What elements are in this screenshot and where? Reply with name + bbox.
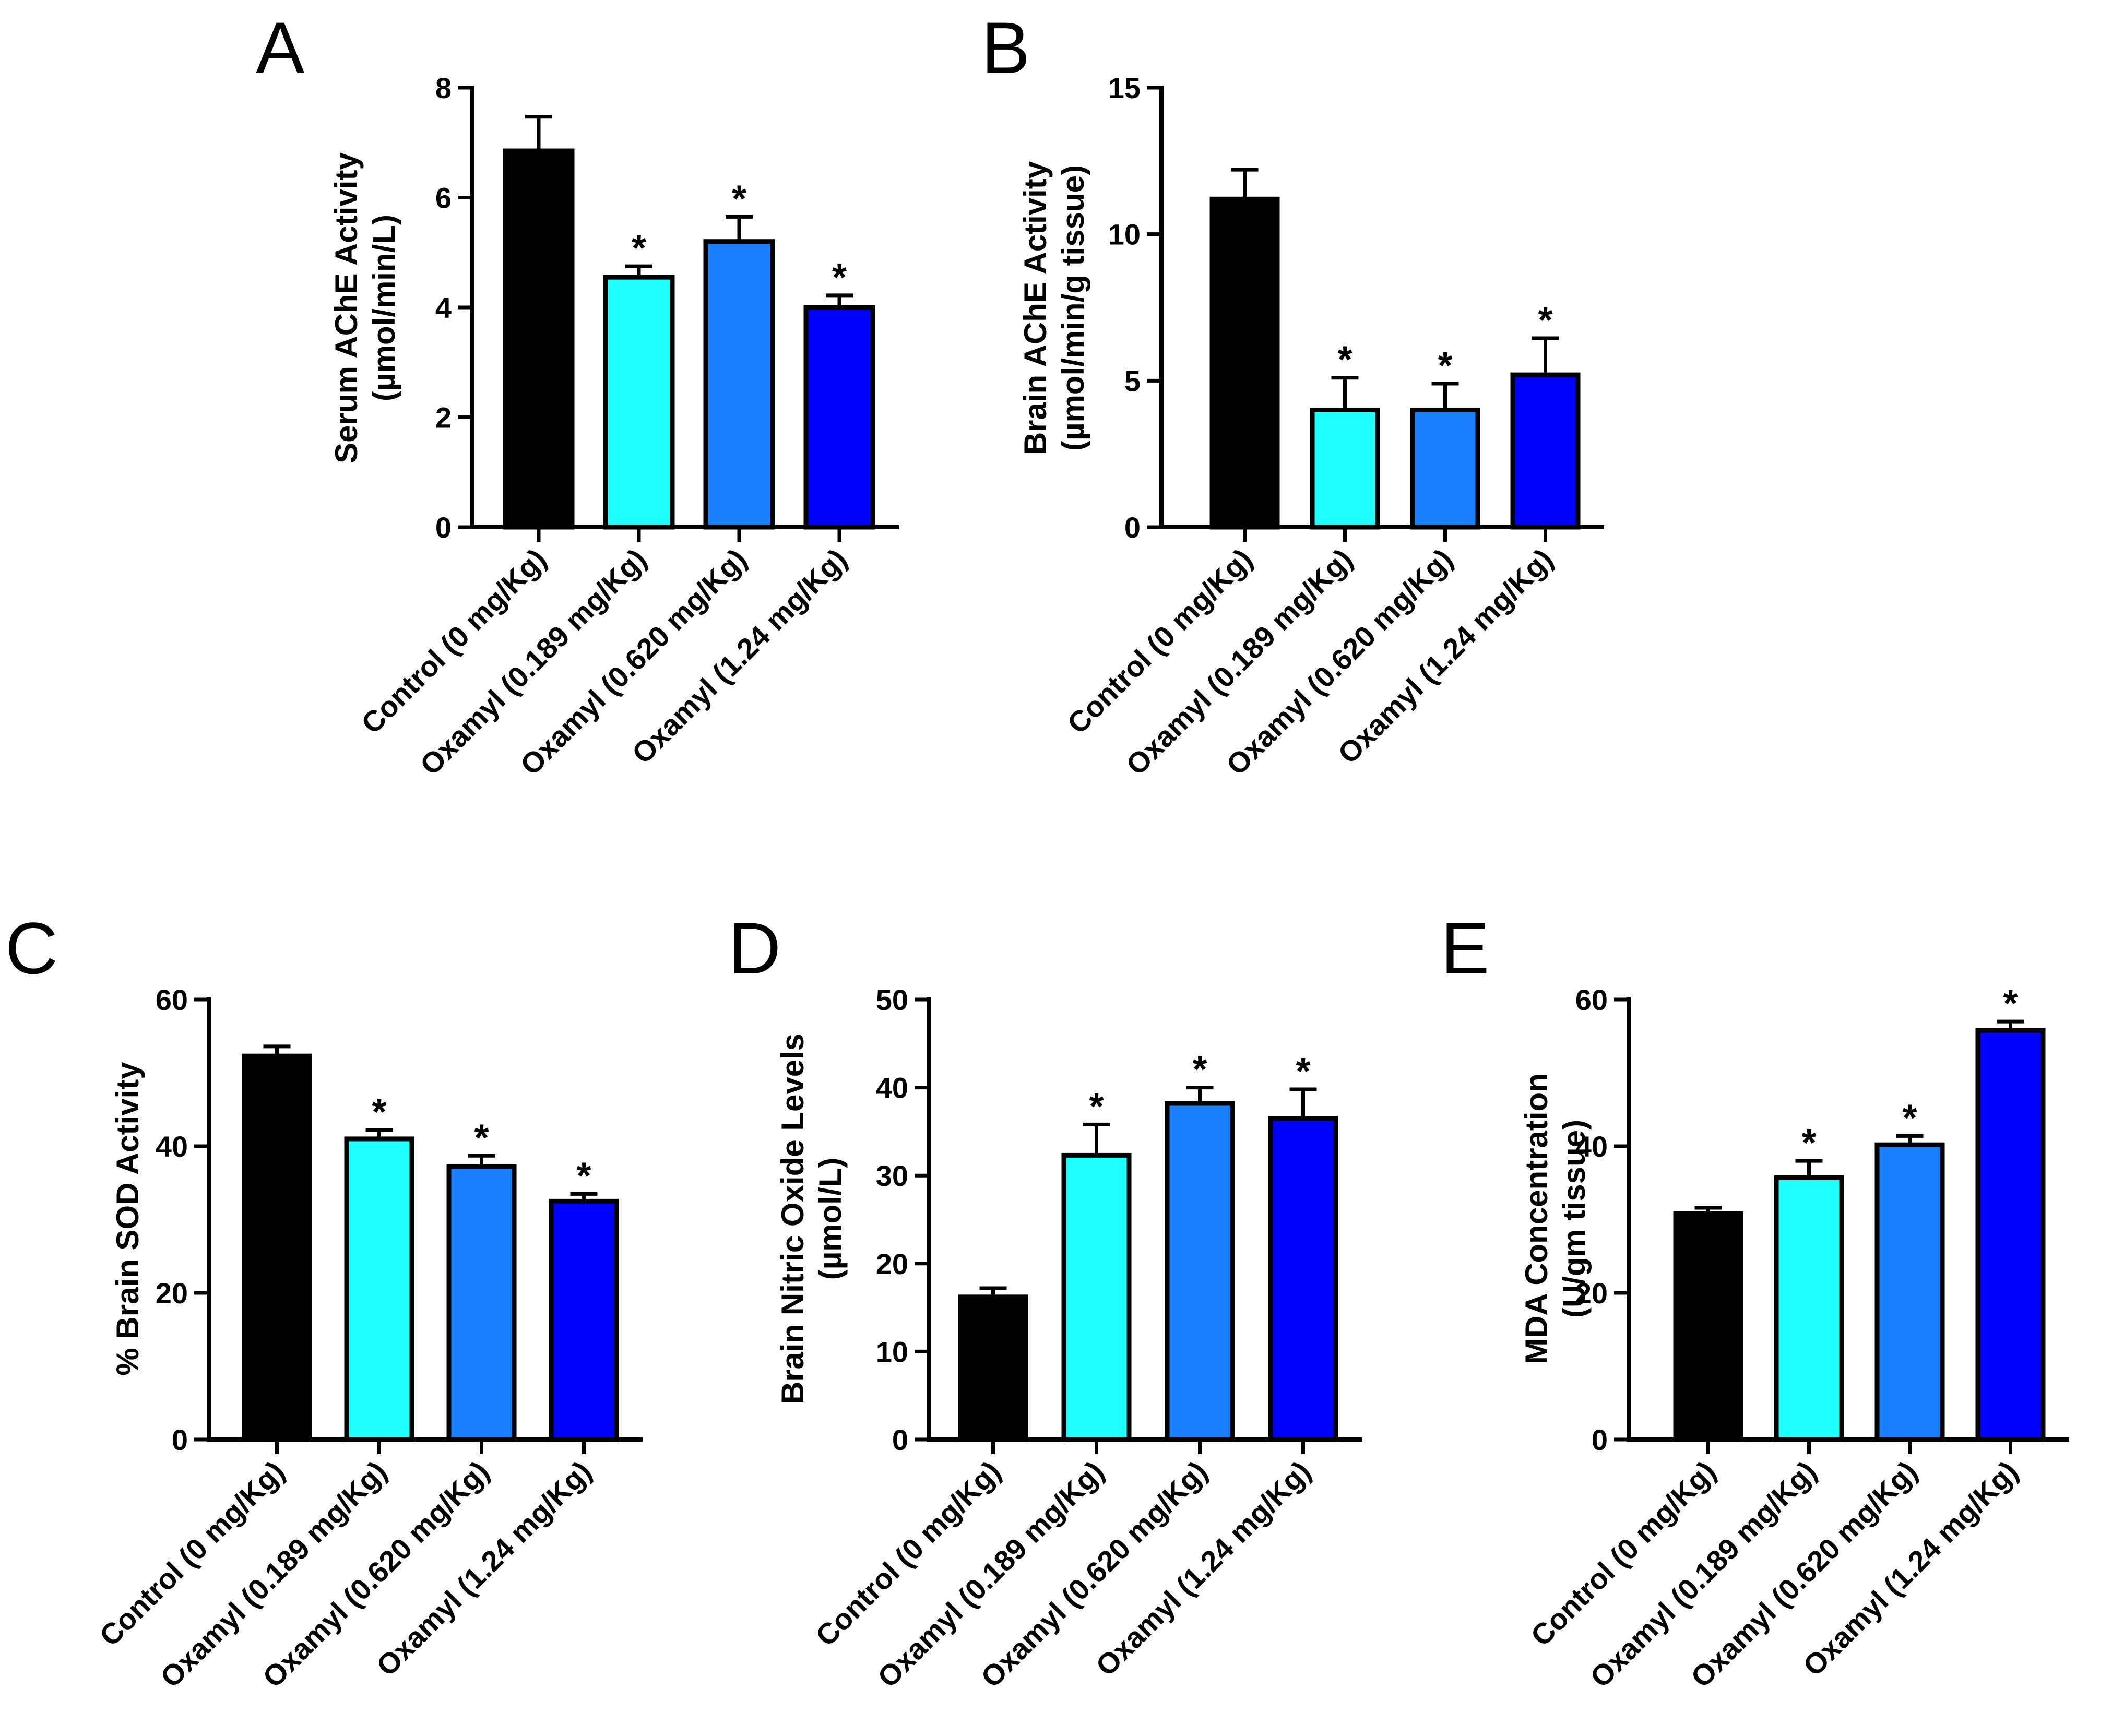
category-label: Control (0 mg/Kg) bbox=[1061, 542, 1259, 740]
bar bbox=[1510, 372, 1581, 530]
y-axis-title: (U/gm tissue) bbox=[1557, 1120, 1592, 1318]
bar bbox=[1268, 1116, 1338, 1442]
significance-marker: * bbox=[2003, 983, 2018, 1025]
panel-letter: E bbox=[1441, 907, 1489, 989]
bar bbox=[242, 1053, 312, 1442]
category-label: Control (0 mg/Kg) bbox=[1524, 1455, 1722, 1652]
y-axis-title: % Brain SOD Activity bbox=[110, 1062, 145, 1376]
significance-marker: * bbox=[632, 228, 646, 269]
y-tick-label: 0 bbox=[172, 1423, 188, 1456]
y-axis-title: MDA Concentration bbox=[1519, 1073, 1554, 1364]
category-label: Oxamyl (1.24 mg/Kg) bbox=[1089, 1455, 1317, 1682]
y-tick-label: 6 bbox=[435, 182, 452, 215]
y-tick-label: 0 bbox=[1124, 511, 1141, 544]
y-tick-label: 5 bbox=[1124, 364, 1141, 397]
panel-letter: B bbox=[981, 7, 1030, 89]
y-tick-label: 2 bbox=[435, 401, 452, 434]
bar bbox=[703, 239, 775, 530]
bar bbox=[958, 1294, 1028, 1442]
significance-marker: * bbox=[1902, 1097, 1917, 1139]
bar bbox=[1874, 1142, 1945, 1442]
panel-letter: A bbox=[256, 7, 305, 89]
significance-marker: * bbox=[1089, 1086, 1104, 1127]
y-tick-label: 4 bbox=[435, 291, 452, 324]
y-tick-label: 15 bbox=[1108, 72, 1141, 104]
bar bbox=[1310, 407, 1380, 530]
y-tick-label: 50 bbox=[876, 983, 908, 1016]
bar bbox=[1774, 1175, 1844, 1442]
significance-marker: * bbox=[1296, 1051, 1310, 1092]
bar bbox=[549, 1198, 619, 1442]
significance-marker: * bbox=[1801, 1122, 1816, 1164]
bar bbox=[1209, 196, 1280, 530]
bar bbox=[344, 1136, 414, 1442]
y-axis-title: (µmol/min/L) bbox=[366, 215, 401, 401]
bar bbox=[1975, 1028, 2046, 1442]
y-axis-title: Brain Nitric Oxide Levels bbox=[775, 1033, 810, 1404]
category-label: Control (0 mg/Kg) bbox=[93, 1455, 291, 1652]
significance-marker: * bbox=[732, 178, 746, 220]
y-axis-title: Serum AChE Activity bbox=[329, 152, 364, 463]
significance-marker: * bbox=[1538, 300, 1552, 341]
category-label: Control (0 mg/Kg) bbox=[809, 1455, 1007, 1652]
bar bbox=[1061, 1152, 1132, 1442]
significance-marker: * bbox=[1192, 1049, 1207, 1091]
y-tick-label: 10 bbox=[876, 1335, 908, 1368]
category-label: Control (0 mg/Kg) bbox=[355, 542, 553, 740]
y-tick-label: 10 bbox=[1108, 218, 1141, 251]
bar bbox=[503, 148, 575, 530]
bar bbox=[803, 305, 875, 530]
y-tick-label: 30 bbox=[876, 1159, 908, 1192]
significance-marker: * bbox=[474, 1117, 489, 1159]
y-tick-label: 8 bbox=[435, 72, 452, 104]
bar bbox=[1673, 1211, 1743, 1442]
y-axis-title: Brain AChE Activity bbox=[1018, 161, 1053, 455]
y-tick-label: 20 bbox=[156, 1277, 188, 1310]
y-tick-label: 20 bbox=[1575, 1277, 1608, 1310]
y-axis-title: (µmol/min/g tissue) bbox=[1055, 165, 1090, 451]
panel-letter: D bbox=[728, 907, 781, 989]
bar bbox=[446, 1164, 517, 1442]
significance-marker: * bbox=[372, 1091, 386, 1133]
y-tick-label: 60 bbox=[156, 983, 188, 1016]
y-tick-label: 20 bbox=[876, 1247, 908, 1280]
y-axis-title: (µmol/L) bbox=[813, 1158, 848, 1280]
panel-letter: C bbox=[5, 907, 58, 989]
bar bbox=[603, 275, 675, 530]
y-tick-label: 60 bbox=[1575, 983, 1608, 1016]
y-tick-label: 40 bbox=[156, 1130, 188, 1163]
significance-marker: * bbox=[1337, 339, 1352, 381]
significance-marker: * bbox=[832, 257, 847, 299]
y-tick-label: 40 bbox=[1575, 1130, 1608, 1163]
significance-marker: * bbox=[1438, 345, 1452, 387]
significance-marker: * bbox=[576, 1155, 591, 1197]
bar bbox=[1410, 407, 1480, 530]
y-tick-label: 0 bbox=[435, 511, 452, 544]
y-tick-label: 40 bbox=[876, 1072, 908, 1104]
y-tick-label: 0 bbox=[1592, 1423, 1608, 1456]
y-tick-label: 0 bbox=[892, 1423, 908, 1456]
bar bbox=[1165, 1101, 1235, 1442]
